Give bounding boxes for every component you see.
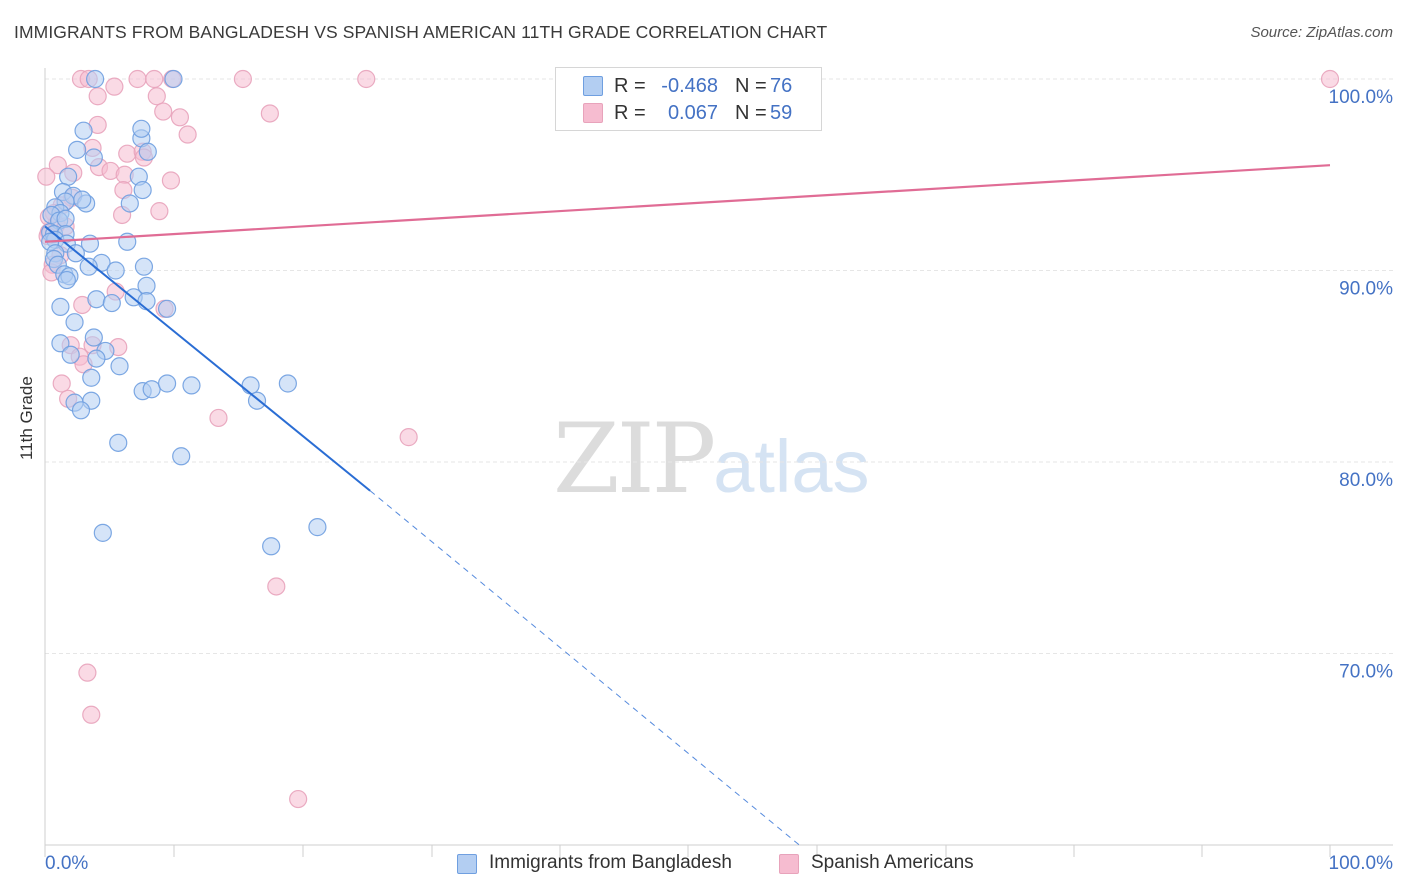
point-bangladesh <box>59 167 78 186</box>
point-spanish <box>209 408 228 428</box>
point-bangladesh <box>172 447 191 466</box>
point-bangladesh <box>182 376 201 395</box>
point-bangladesh <box>56 209 75 228</box>
point-bangladesh <box>134 257 154 276</box>
point-spanish <box>105 77 124 96</box>
trendline-bangladesh <box>44 225 371 492</box>
legend-swatch-spanish <box>583 103 603 123</box>
y-tick-label: 80.0% <box>1339 470 1393 491</box>
point-spanish <box>178 125 197 144</box>
point-spanish <box>147 87 166 106</box>
point-bangladesh <box>93 523 112 542</box>
point-spanish <box>118 144 137 163</box>
y-tick-label: 70.0% <box>1339 662 1393 683</box>
point-spanish <box>289 789 308 809</box>
point-bangladesh <box>142 380 161 399</box>
point-bangladesh <box>84 148 103 167</box>
point-bangladesh <box>241 376 260 395</box>
point-spanish <box>78 663 97 682</box>
point-bangladesh <box>102 293 121 313</box>
legend-r-label: R = <box>614 75 646 97</box>
series-legend-swatch-bangladesh <box>457 854 477 874</box>
point-bangladesh <box>87 290 106 309</box>
point-spanish <box>399 428 418 447</box>
series-legend: Immigrants from Bangladesh Spanish Ameri… <box>0 852 1406 876</box>
point-bangladesh <box>79 257 98 276</box>
legend-n-value-spanish: 59 <box>770 102 793 124</box>
point-spanish <box>260 104 279 123</box>
point-bangladesh <box>120 194 139 213</box>
y-tick-label: 90.0% <box>1339 279 1393 300</box>
point-bangladesh <box>51 297 70 316</box>
point-bangladesh <box>278 374 297 393</box>
chart-title: IMMIGRANTS FROM BANGLADESH VS SPANISH AM… <box>14 22 828 42</box>
point-bangladesh <box>61 345 80 364</box>
point-bangladesh <box>262 537 281 556</box>
point-spanish <box>128 69 147 89</box>
legend-n-label: N = <box>735 102 767 124</box>
point-bangladesh <box>106 261 125 280</box>
point-bangladesh <box>71 401 91 420</box>
point-bangladesh <box>138 142 157 161</box>
legend-row-bangladesh: R = -0.468 N = 76 <box>556 73 821 99</box>
y-axis-title: 11th Grade <box>17 376 36 460</box>
point-bangladesh <box>164 69 183 89</box>
series-legend-swatch-spanish <box>779 854 799 874</box>
point-spanish <box>48 156 67 175</box>
point-spanish <box>52 374 71 393</box>
point-bangladesh <box>84 328 103 347</box>
point-bangladesh <box>137 292 156 311</box>
point-spanish <box>267 577 286 596</box>
point-bangladesh <box>87 349 106 368</box>
point-spanish <box>1320 69 1340 89</box>
watermark-zip: ZIP <box>553 403 716 515</box>
x-tick-label: 100.0% <box>1329 853 1394 874</box>
legend-r-label: R = <box>614 102 646 124</box>
point-bangladesh <box>65 313 84 332</box>
trendline-spanish <box>44 164 1331 243</box>
point-spanish <box>170 108 190 127</box>
point-bangladesh <box>86 69 105 89</box>
source-label: Source: ZipAtlas.com <box>1250 24 1393 41</box>
legend-swatch-bangladesh <box>583 76 603 96</box>
point-bangladesh <box>308 518 327 537</box>
point-spanish <box>154 102 173 121</box>
watermark-atlas: atlas <box>713 425 870 508</box>
legend-r-value-bangladesh: -0.468 <box>661 75 718 97</box>
point-bangladesh <box>109 433 128 452</box>
point-bangladesh <box>157 299 177 318</box>
point-bangladesh <box>74 121 93 140</box>
watermark: ZIPatlas <box>553 403 870 515</box>
trendline-bangladesh-extension <box>369 490 800 846</box>
point-bangladesh <box>133 180 152 200</box>
series-legend-label-bangladesh: Immigrants from Bangladesh <box>489 852 732 873</box>
point-spanish <box>82 705 101 724</box>
y-tick-label: 100.0% <box>1329 87 1394 108</box>
point-bangladesh <box>110 357 129 376</box>
x-tick-label: 0.0% <box>45 853 88 874</box>
point-spanish <box>88 87 107 106</box>
legend-r-value-spanish: 0.067 <box>667 102 718 124</box>
correlation-legend: R = -0.468 N = 76 R = 0.067 N = 59 <box>555 67 822 131</box>
legend-row-spanish: R = 0.067 N = 59 <box>556 100 821 126</box>
series-legend-label-spanish: Spanish Americans <box>811 852 974 873</box>
point-spanish <box>233 69 252 89</box>
point-bangladesh <box>51 334 70 353</box>
point-bangladesh <box>73 190 92 209</box>
point-bangladesh <box>82 368 101 387</box>
point-spanish <box>161 171 181 190</box>
point-spanish <box>145 69 164 89</box>
point-bangladesh <box>132 119 151 138</box>
point-bangladesh <box>57 270 76 290</box>
legend-n-label: N = <box>735 75 767 97</box>
point-bangladesh <box>68 140 87 159</box>
point-bangladesh <box>157 374 177 393</box>
legend-n-value-bangladesh: 76 <box>770 75 793 97</box>
point-spanish <box>37 167 56 186</box>
point-spanish <box>357 69 376 89</box>
point-spanish <box>150 202 169 221</box>
